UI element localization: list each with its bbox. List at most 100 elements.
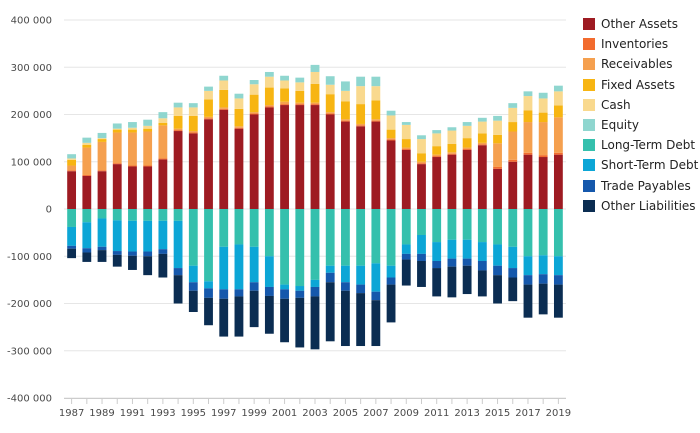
bar-trade-payables-2011 bbox=[432, 260, 442, 269]
bar-long-term-debt-1994 bbox=[173, 209, 183, 221]
legend-item-receivables[interactable]: Receivables bbox=[583, 54, 699, 74]
legend-item-other-assets[interactable]: Other Assets bbox=[583, 14, 699, 34]
bar-fixed-assets-2015 bbox=[493, 134, 502, 144]
bar-short-term-debt-2006 bbox=[356, 265, 366, 285]
bar-inventories-2003 bbox=[310, 104, 320, 106]
bar-equity-1992 bbox=[143, 119, 153, 126]
bar-trade-payables-1993 bbox=[158, 249, 168, 254]
legend-item-cash[interactable]: Cash bbox=[583, 95, 699, 115]
bar-long-term-debt-1991 bbox=[128, 209, 137, 221]
bar-cash-2014 bbox=[477, 121, 487, 134]
bar-fixed-assets-2014 bbox=[477, 133, 487, 143]
y-tick-label: 100 000 bbox=[11, 157, 52, 168]
bar-cash-2009 bbox=[401, 124, 411, 140]
bar-short-term-debt-2012 bbox=[447, 239, 457, 259]
bar-other-assets-2017 bbox=[523, 154, 533, 209]
bar-other-liabilities-1997 bbox=[219, 298, 229, 337]
bar-short-term-debt-1988 bbox=[82, 222, 92, 249]
bar-fixed-assets-1994 bbox=[173, 115, 183, 129]
bar-other-liabilities-1989 bbox=[97, 250, 107, 262]
legend-item-long-term-debt[interactable]: Long-Term Debt bbox=[583, 135, 699, 155]
bar-other-liabilities-1988 bbox=[82, 252, 92, 262]
bar-cash-2007 bbox=[371, 86, 381, 101]
bar-fixed-assets-2018 bbox=[538, 112, 548, 123]
bar-other-liabilities-2000 bbox=[264, 295, 274, 334]
bar-equity-1995 bbox=[188, 103, 198, 108]
bar-other-assets-1988 bbox=[82, 175, 92, 209]
bar-equity-2013 bbox=[462, 122, 472, 126]
bar-long-term-debt-2005 bbox=[341, 209, 350, 266]
bar-other-assets-2007 bbox=[371, 121, 381, 209]
bar-other-liabilities-2011 bbox=[432, 268, 442, 297]
bar-receivables-1995 bbox=[188, 131, 198, 133]
bar-inventories-2001 bbox=[280, 104, 289, 106]
bar-equity-2014 bbox=[477, 117, 487, 122]
x-tick-label: 1989 bbox=[89, 408, 114, 419]
bar-inventories-2007 bbox=[371, 120, 381, 122]
bar-equity-2000 bbox=[264, 71, 274, 77]
legend-label: Equity bbox=[601, 118, 639, 133]
bar-trade-payables-2017 bbox=[523, 275, 533, 285]
bar-trade-payables-1991 bbox=[128, 251, 137, 256]
bar-long-term-debt-2013 bbox=[462, 209, 472, 240]
legend-label: Short-Term Debt bbox=[601, 158, 699, 173]
bar-equity-1991 bbox=[128, 122, 137, 128]
legend-swatch bbox=[583, 98, 595, 111]
bar-cash-2000 bbox=[264, 76, 274, 88]
y-tick-label: -400 000 bbox=[7, 394, 52, 405]
bar-receivables-2010 bbox=[417, 161, 426, 164]
legend-item-inventories[interactable]: Inventories bbox=[583, 34, 699, 54]
bar-other-liabilities-2010 bbox=[417, 260, 426, 287]
bar-other-liabilities-2015 bbox=[493, 275, 502, 304]
bar-fixed-assets-1995 bbox=[188, 115, 198, 132]
legend-item-fixed-assets[interactable]: Fixed Assets bbox=[583, 75, 699, 95]
y-tick-label: 200 000 bbox=[11, 110, 52, 121]
bar-receivables-2009 bbox=[401, 147, 411, 149]
bar-short-term-debt-1994 bbox=[173, 220, 183, 269]
bar-long-term-debt-2004 bbox=[325, 209, 335, 266]
bar-fixed-assets-1992 bbox=[143, 128, 153, 132]
bar-fixed-assets-2010 bbox=[417, 153, 426, 162]
legend-swatch bbox=[583, 139, 595, 152]
bar-short-term-debt-1999 bbox=[249, 246, 259, 283]
bar-fixed-assets-2013 bbox=[462, 138, 472, 148]
bar-other-assets-1994 bbox=[173, 131, 183, 209]
bar-cash-2003 bbox=[310, 71, 320, 84]
bar-trade-payables-2014 bbox=[477, 260, 487, 271]
bar-long-term-debt-1987 bbox=[67, 209, 77, 227]
bar-other-liabilities-1998 bbox=[234, 296, 244, 337]
bar-trade-payables-1995 bbox=[188, 282, 198, 291]
bar-fixed-assets-1991 bbox=[128, 129, 137, 133]
bar-long-term-debt-1996 bbox=[204, 209, 213, 282]
bar-inventories-2018 bbox=[538, 155, 548, 158]
bar-inventories-2005 bbox=[341, 120, 350, 122]
bar-long-term-debt-1989 bbox=[97, 209, 107, 219]
legend-item-trade-payables[interactable]: Trade Payables bbox=[583, 176, 699, 196]
bar-inventories-1993 bbox=[158, 158, 168, 160]
bar-equity-2010 bbox=[417, 135, 426, 140]
bar-other-liabilities-2013 bbox=[462, 265, 472, 295]
bar-trade-payables-1992 bbox=[143, 251, 153, 257]
bar-receivables-2019 bbox=[553, 117, 563, 153]
y-tick-label: 0 bbox=[46, 205, 52, 216]
bar-receivables-2013 bbox=[462, 147, 472, 149]
bar-inventories-1994 bbox=[173, 130, 183, 132]
bar-equity-2017 bbox=[523, 91, 533, 97]
bar-fixed-assets-2012 bbox=[447, 143, 457, 153]
legend-item-equity[interactable]: Equity bbox=[583, 115, 699, 135]
bar-cash-1991 bbox=[128, 127, 137, 130]
bar-other-liabilities-2017 bbox=[523, 284, 533, 318]
bar-equity-2003 bbox=[310, 64, 320, 72]
bar-cash-1998 bbox=[234, 98, 244, 109]
bar-other-liabilities-1987 bbox=[67, 248, 77, 259]
bar-trade-payables-2018 bbox=[538, 274, 548, 284]
bar-long-term-debt-2002 bbox=[295, 209, 305, 287]
legend-item-short-term-debt[interactable]: Short-Term Debt bbox=[583, 155, 699, 175]
bar-cash-1997 bbox=[219, 80, 229, 90]
bar-other-assets-1999 bbox=[249, 114, 259, 209]
legend-item-other-liabilities[interactable]: Other Liabilities bbox=[583, 196, 699, 216]
bar-trade-payables-1997 bbox=[219, 289, 229, 299]
bar-trade-payables-1998 bbox=[234, 289, 244, 297]
bar-long-term-debt-2017 bbox=[523, 209, 533, 257]
bar-other-assets-2008 bbox=[386, 140, 396, 209]
